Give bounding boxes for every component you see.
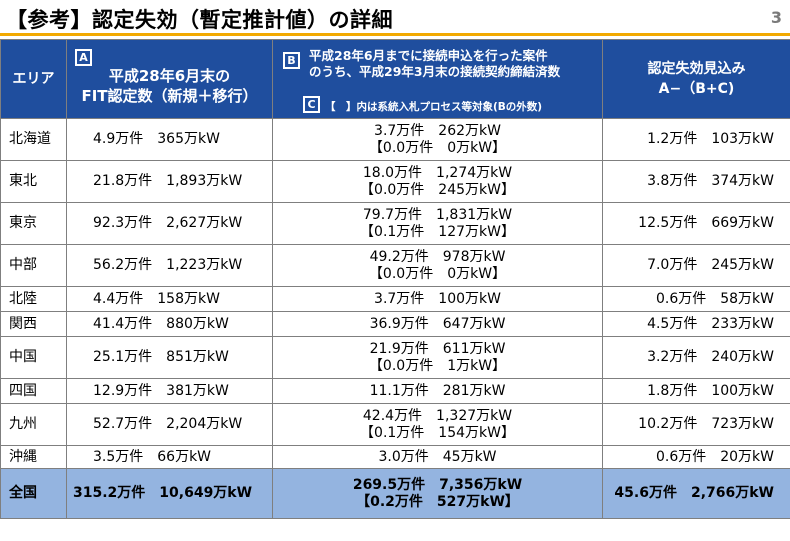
letter-c-box: C: [303, 96, 320, 113]
area-cell: 中国: [0, 336, 67, 379]
area-cell: 九州: [0, 403, 67, 446]
d-cell: 12.5万件 669万kW: [602, 202, 790, 245]
bc-cell: 21.9万件 611万kW 【0.0万件 1万kW】: [272, 336, 603, 379]
header-b: B 平成28年6月までに接続申込を行った案件 のうち、平成29年3月末の接続契約…: [272, 39, 603, 119]
b-cell: 36.9万件 647万kW: [272, 311, 603, 337]
d-cell: 7.0万件 245万kW: [602, 244, 790, 287]
b-value: 42.4万件 1,327万kW: [362, 407, 513, 424]
d-cell: 1.2万件 103万kW: [602, 118, 790, 161]
area-cell: 東京: [0, 202, 67, 245]
page-number: 3: [770, 8, 782, 27]
letter-a-box: A: [75, 49, 92, 66]
table-row: 中部 56.2万件 1,223万kW 49.2万件 978万kW 【0.0万件 0…: [0, 244, 790, 287]
header-d-line1: 認定失効見込み: [647, 61, 746, 77]
table-row: 九州 52.7万件 2,204万kW 42.4万件 1,327万kW 【0.1万件…: [0, 403, 790, 446]
area-cell: 中部: [0, 244, 67, 287]
b-value: 79.7万件 1,831万kW: [362, 206, 513, 223]
c-value: 【0.0万件 0万kW】: [368, 139, 507, 156]
c-value: 【0.1万件 127万kW】: [360, 223, 515, 240]
table-row: 東北 21.8万件 1,893万kW 18.0万件 1,274万kW 【0.0万件…: [0, 160, 790, 203]
b-cell: 11.1万件 281万kW: [272, 378, 603, 404]
bc-cell: 79.7万件 1,831万kW 【0.1万件 127万kW】: [272, 202, 603, 245]
table-row: 沖縄 3.5万件 66万kW 3.0万件 45万kW 0.6万件 20万kW: [0, 445, 790, 469]
header-d: 認定失効見込み A−（B+C): [602, 39, 790, 119]
a-cell: 25.1万件 851万kW: [66, 336, 273, 379]
header-d-line2: A−（B+C): [658, 81, 735, 97]
c-value: 【0.1万件 154万kW】: [360, 424, 515, 441]
a-cell: 41.4万件 880万kW: [66, 311, 273, 337]
a-cell: 4.4万件 158万kW: [66, 286, 273, 312]
table-row: 関西 41.4万件 880万kW 36.9万件 647万kW 4.5万件 233…: [0, 311, 790, 337]
c-value: 【0.0万件 0万kW】: [368, 265, 507, 282]
bc-cell: 42.4万件 1,327万kW 【0.1万件 154万kW】: [272, 403, 603, 446]
bc-cell: 3.7万件 262万kW 【0.0万件 0万kW】: [272, 118, 603, 161]
a-cell: 56.2万件 1,223万kW: [66, 244, 273, 287]
total-b-value: 269.5万件 7,356万kW: [352, 476, 523, 493]
page-title: 【参考】認定失効（暫定推計値）の詳細: [6, 8, 393, 32]
header-area: エリア: [0, 39, 67, 119]
header-d-text: 認定失効見込み A−（B+C): [648, 61, 746, 97]
b-value: 49.2万件 978万kW: [369, 248, 506, 265]
b-value: 18.0万件 1,274万kW: [362, 164, 513, 181]
a-cell: 4.9万件 365万kW: [66, 118, 273, 161]
area-cell: 北陸: [0, 286, 67, 312]
area-cell: 関西: [0, 311, 67, 337]
total-c-value: 【0.2万件 527万kW】: [356, 493, 519, 510]
area-cell: 北海道: [0, 118, 67, 161]
header-b-text: 平成28年6月までに接続申込を行った案件 のうち、平成29年3月末の接続契約締結…: [309, 48, 560, 80]
header-a-line2: FIT認定数（新規＋移行）: [81, 87, 258, 105]
area-cell: 東北: [0, 160, 67, 203]
table-row: 北陸 4.4万件 158万kW 3.7万件 100万kW 0.6万件 58万kW: [0, 286, 790, 312]
total-d-cell: 45.6万件 2,766万kW: [602, 468, 790, 519]
d-cell: 0.6万件 20万kW: [602, 445, 790, 469]
a-cell: 52.7万件 2,204万kW: [66, 403, 273, 446]
header-a-line1: 平成28年6月末の: [108, 67, 231, 85]
total-a-cell: 315.2万件 10,649万kW: [66, 468, 273, 519]
header-b-line2: のうち、平成29年3月末の接続契約締結済数: [309, 64, 561, 79]
header-a-text: 平成28年6月末の FIT認定数（新規＋移行）: [67, 52, 272, 106]
d-cell: 0.6万件 58万kW: [602, 286, 790, 312]
c-value: 【0.0万件 245万kW】: [360, 181, 515, 198]
b-value: 3.7万件 262万kW: [374, 122, 501, 139]
b-value: 21.9万件 611万kW: [369, 340, 506, 357]
table-row: 四国 12.9万件 381万kW 11.1万件 281万kW 1.8万件 100…: [0, 378, 790, 404]
b-cell: 3.0万件 45万kW: [272, 445, 603, 469]
d-cell: 4.5万件 233万kW: [602, 311, 790, 337]
header-a: A 平成28年6月末の FIT認定数（新規＋移行）: [66, 39, 273, 119]
a-cell: 21.8万件 1,893万kW: [66, 160, 273, 203]
header-c-note: 【 】内は系統入札プロセス等対象(Bの外数): [325, 101, 543, 113]
b-cell: 3.7万件 100万kW: [272, 286, 603, 312]
bc-cell: 49.2万件 978万kW 【0.0万件 0万kW】: [272, 244, 603, 287]
area-cell: 沖縄: [0, 445, 67, 469]
area-cell: 四国: [0, 378, 67, 404]
a-cell: 12.9万件 381万kW: [66, 378, 273, 404]
total-area-cell: 全国: [0, 468, 67, 519]
table-row: 北海道 4.9万件 365万kW 3.7万件 262万kW 【0.0万件 0万kW…: [0, 118, 790, 161]
title-underline: [0, 33, 790, 36]
d-cell: 1.8万件 100万kW: [602, 378, 790, 404]
certification-table: エリア A 平成28年6月末の FIT認定数（新規＋移行） B 平成28年6月ま…: [0, 39, 790, 519]
d-cell: 3.2万件 240万kW: [602, 336, 790, 379]
letter-b-box: B: [283, 52, 300, 69]
total-bc-cell: 269.5万件 7,356万kW 【0.2万件 527万kW】: [272, 468, 603, 519]
total-row: 全国 315.2万件 10,649万kW 269.5万件 7,356万kW 【0.…: [0, 468, 790, 519]
header-b-line1: 平成28年6月までに接続申込を行った案件: [309, 48, 548, 63]
table-row: 中国 25.1万件 851万kW 21.9万件 611万kW 【0.0万件 1万k…: [0, 336, 790, 379]
table-header-row: エリア A 平成28年6月末の FIT認定数（新規＋移行） B 平成28年6月ま…: [0, 39, 790, 119]
a-cell: 92.3万件 2,627万kW: [66, 202, 273, 245]
table-row: 東京 92.3万件 2,627万kW 79.7万件 1,831万kW 【0.1万件…: [0, 202, 790, 245]
bc-cell: 18.0万件 1,274万kW 【0.0万件 245万kW】: [272, 160, 603, 203]
d-cell: 10.2万件 723万kW: [602, 403, 790, 446]
d-cell: 3.8万件 374万kW: [602, 160, 790, 203]
c-value: 【0.0万件 1万kW】: [368, 357, 507, 374]
a-cell: 3.5万件 66万kW: [66, 445, 273, 469]
